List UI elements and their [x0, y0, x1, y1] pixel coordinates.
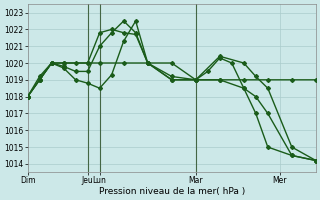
X-axis label: Pression niveau de la mer( hPa ): Pression niveau de la mer( hPa ): [99, 187, 245, 196]
